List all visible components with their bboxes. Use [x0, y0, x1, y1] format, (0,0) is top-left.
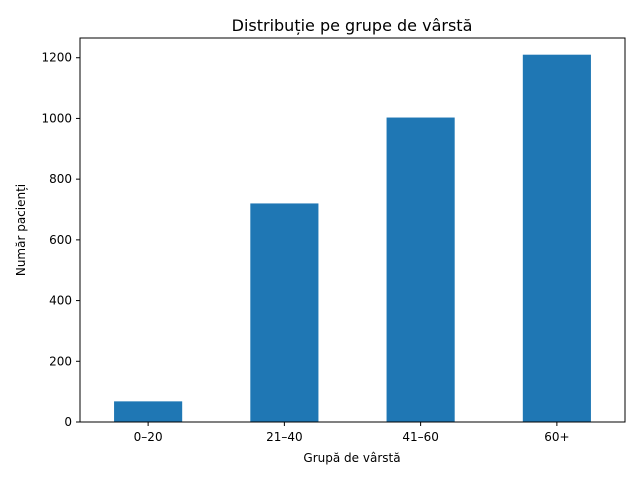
y-axis-ticks: 0 200 400 600 800 1000 1200 — [41, 51, 80, 429]
y-tick-label: 800 — [49, 172, 72, 186]
chart-title: Distribuție pe grupe de vârstă — [232, 16, 473, 35]
y-tick-label: 600 — [49, 233, 72, 247]
bars-layer — [114, 54, 591, 423]
x-tick-label: 60+ — [544, 430, 569, 444]
x-axis-ticks: 0–20 21–40 41–60 60+ — [134, 422, 570, 444]
y-axis-label: Număr pacienți — [14, 184, 28, 276]
bar-1 — [114, 401, 183, 422]
y-tick-label: 0 — [64, 415, 72, 429]
x-tick-label: 21–40 — [266, 430, 303, 444]
y-tick-label: 1000 — [41, 111, 72, 125]
y-tick-label: 1200 — [41, 51, 72, 65]
x-axis-label: Grupă de vârstă — [303, 451, 400, 465]
x-tick-label: 0–20 — [134, 430, 163, 444]
plot-frame — [79, 37, 626, 423]
bar-2 — [250, 203, 319, 422]
bar-4 — [522, 54, 591, 423]
y-tick-label: 200 — [49, 354, 72, 368]
bar-3 — [386, 117, 455, 422]
x-tick-label: 41–60 — [402, 430, 439, 444]
y-tick-label: 400 — [49, 294, 72, 308]
